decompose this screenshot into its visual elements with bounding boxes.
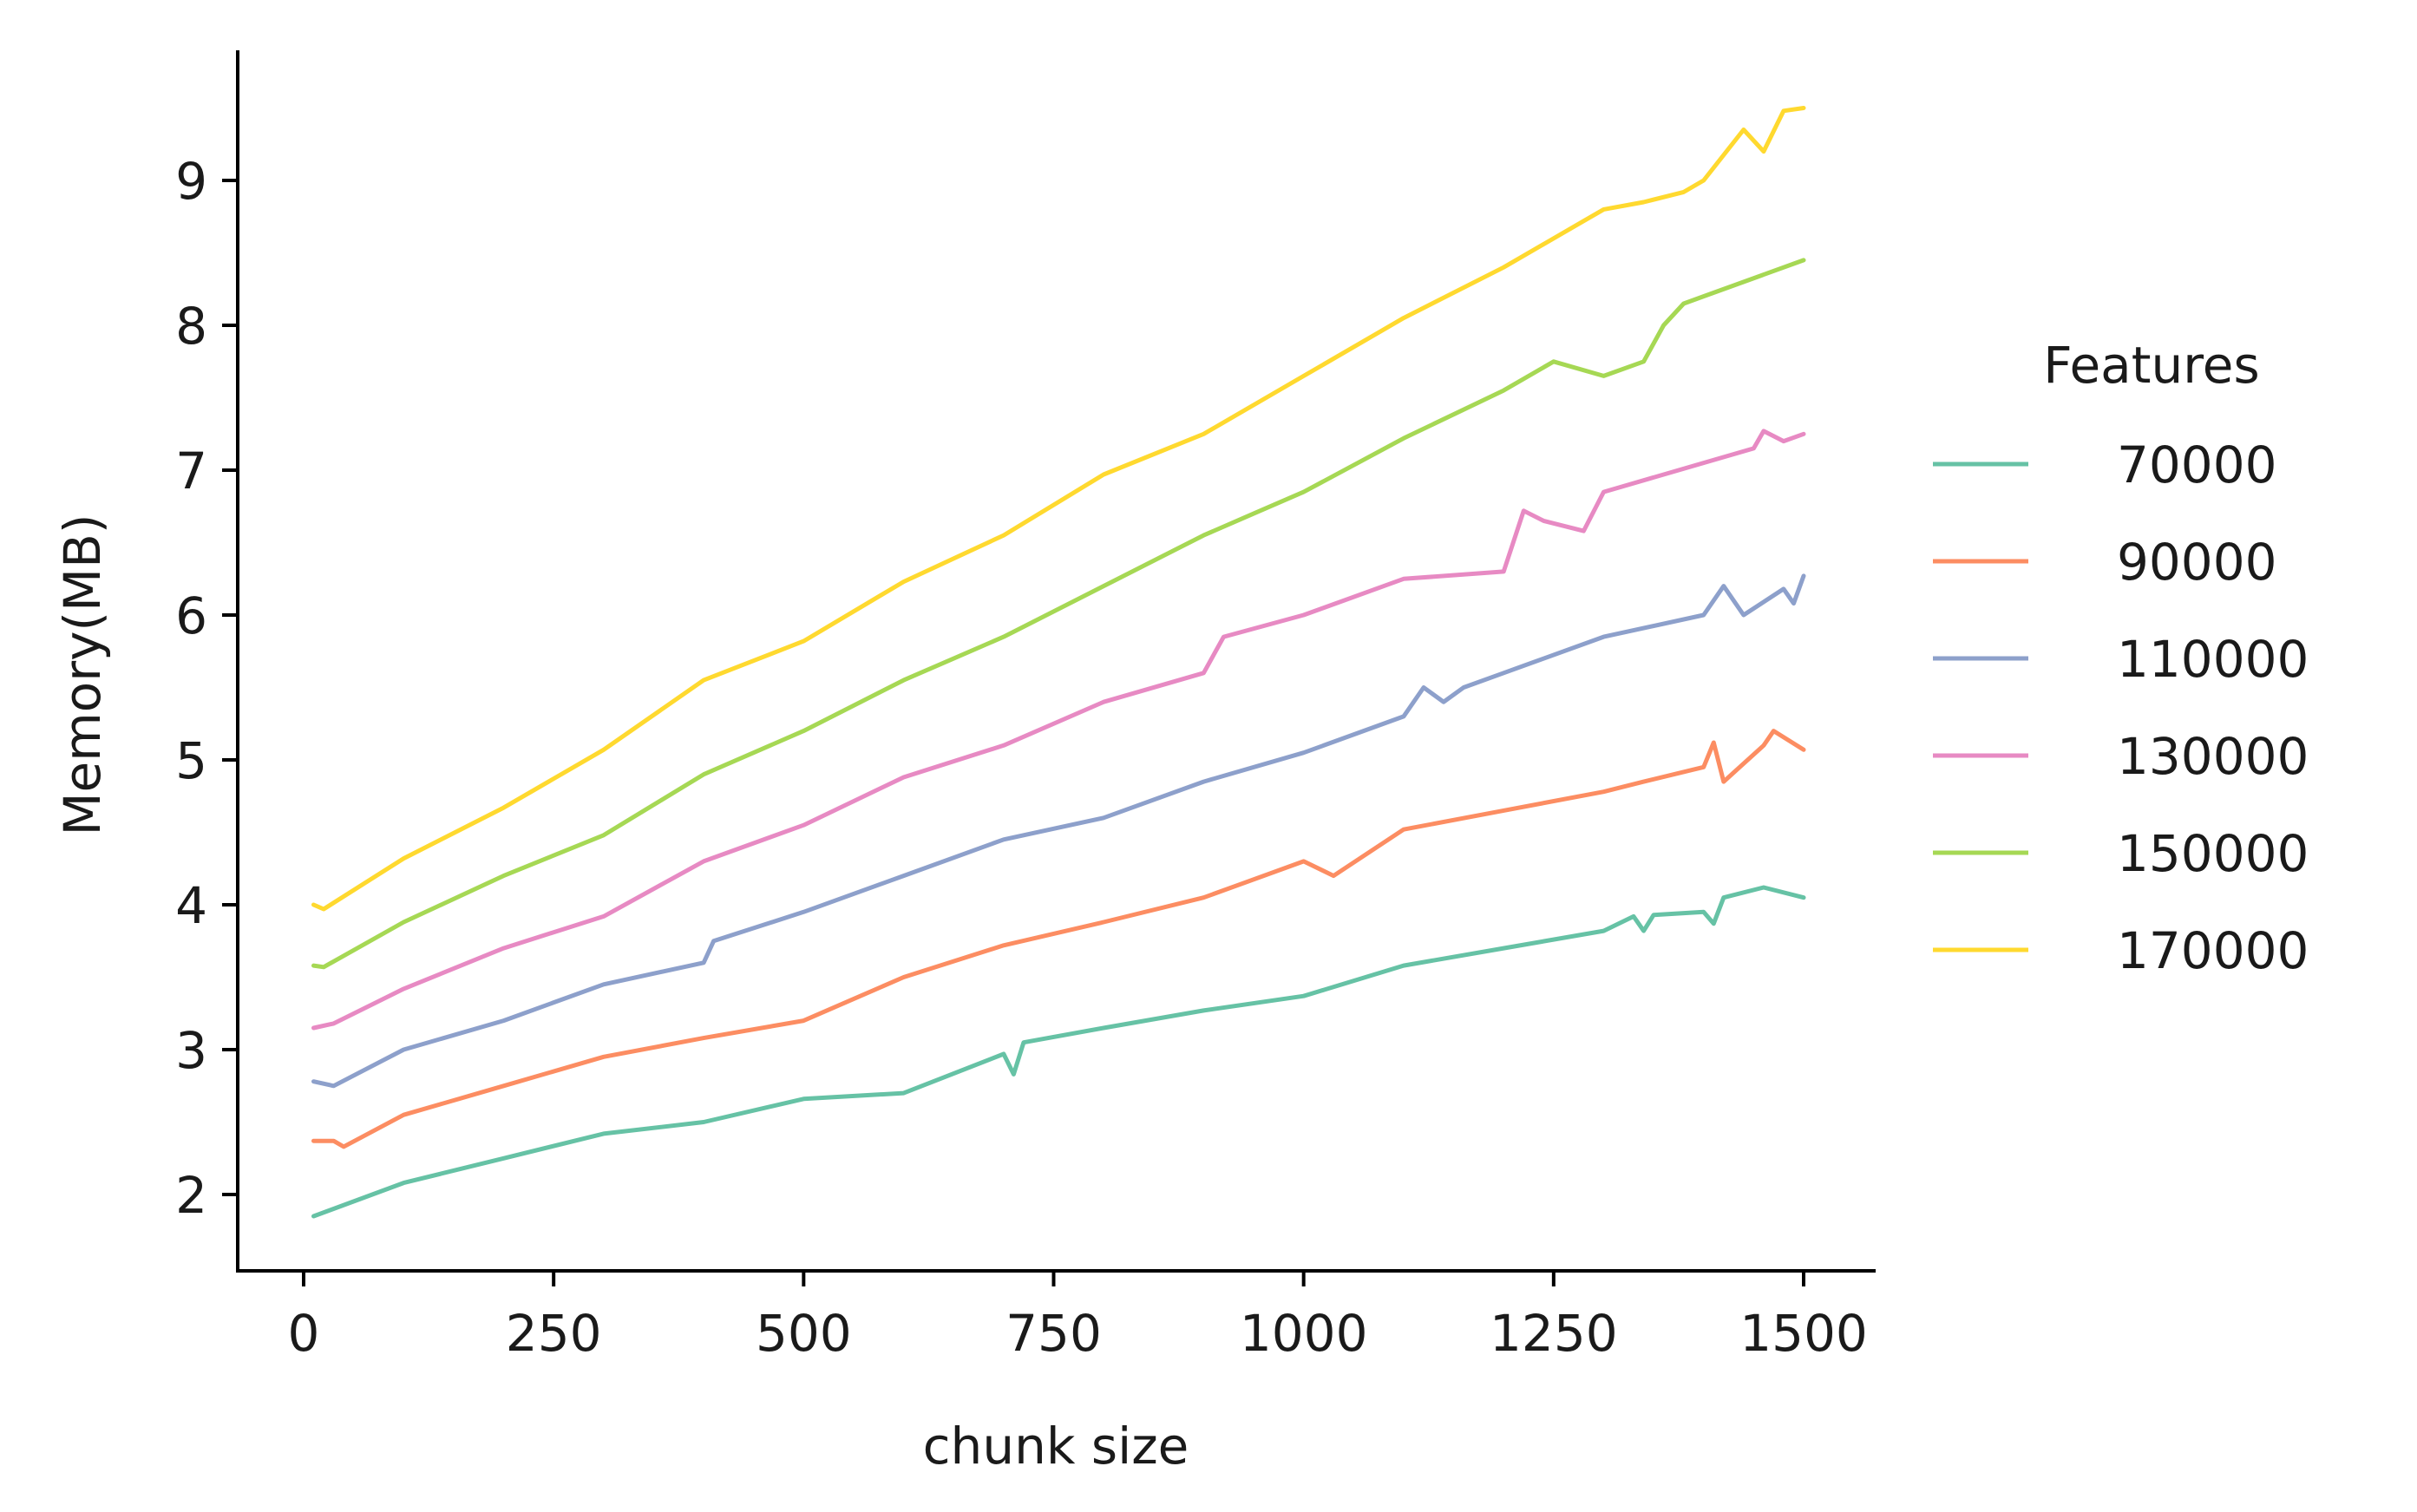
x-tick-label: 0 xyxy=(288,1304,320,1363)
x-tick-label: 750 xyxy=(1005,1304,1102,1363)
series-line-90000 xyxy=(311,729,1806,1149)
y-tick-label: 5 xyxy=(175,731,207,790)
x-tick-label: 500 xyxy=(756,1304,852,1363)
y-tick-label: 4 xyxy=(175,876,207,935)
legend-label-170000: 170000 xyxy=(2117,921,2309,980)
legend-title: Features xyxy=(2043,336,2259,395)
legend-label-90000: 90000 xyxy=(2117,533,2277,592)
series-line-150000 xyxy=(311,258,1806,970)
x-tick-label: 1000 xyxy=(1240,1304,1368,1363)
y-tick-label: 2 xyxy=(175,1166,207,1225)
y-ticks: 2 3 4 5 6 7 8 9 xyxy=(175,152,238,1225)
y-axis-label: Memory(MB) xyxy=(53,514,112,836)
legend: Features 70000 90000 110000 130000 150000 170… xyxy=(1933,336,2309,980)
x-tick-label: 1500 xyxy=(1739,1304,1868,1363)
series-line-110000 xyxy=(311,573,1806,1089)
y-tick-label: 7 xyxy=(175,442,207,501)
legend-label-150000: 150000 xyxy=(2117,824,2309,883)
series-line-130000 xyxy=(311,429,1806,1031)
y-tick-label: 8 xyxy=(175,297,207,356)
x-tick-label: 250 xyxy=(506,1304,602,1363)
series-line-70000 xyxy=(311,885,1806,1219)
y-tick-label: 9 xyxy=(175,152,207,211)
legend-label-130000: 130000 xyxy=(2117,727,2309,786)
x-axis-label: chunk size xyxy=(923,1417,1189,1476)
x-ticks: 0 250 500 750 1000 1250 1500 xyxy=(288,1271,1868,1363)
series-line-170000 xyxy=(311,106,1806,912)
x-tick-label: 1250 xyxy=(1490,1304,1618,1363)
y-tick-label: 3 xyxy=(175,1021,207,1080)
legend-label-110000: 110000 xyxy=(2117,630,2309,689)
series-lines xyxy=(311,106,1806,1219)
y-tick-label: 6 xyxy=(175,586,207,645)
legend-label-70000: 70000 xyxy=(2117,435,2277,494)
